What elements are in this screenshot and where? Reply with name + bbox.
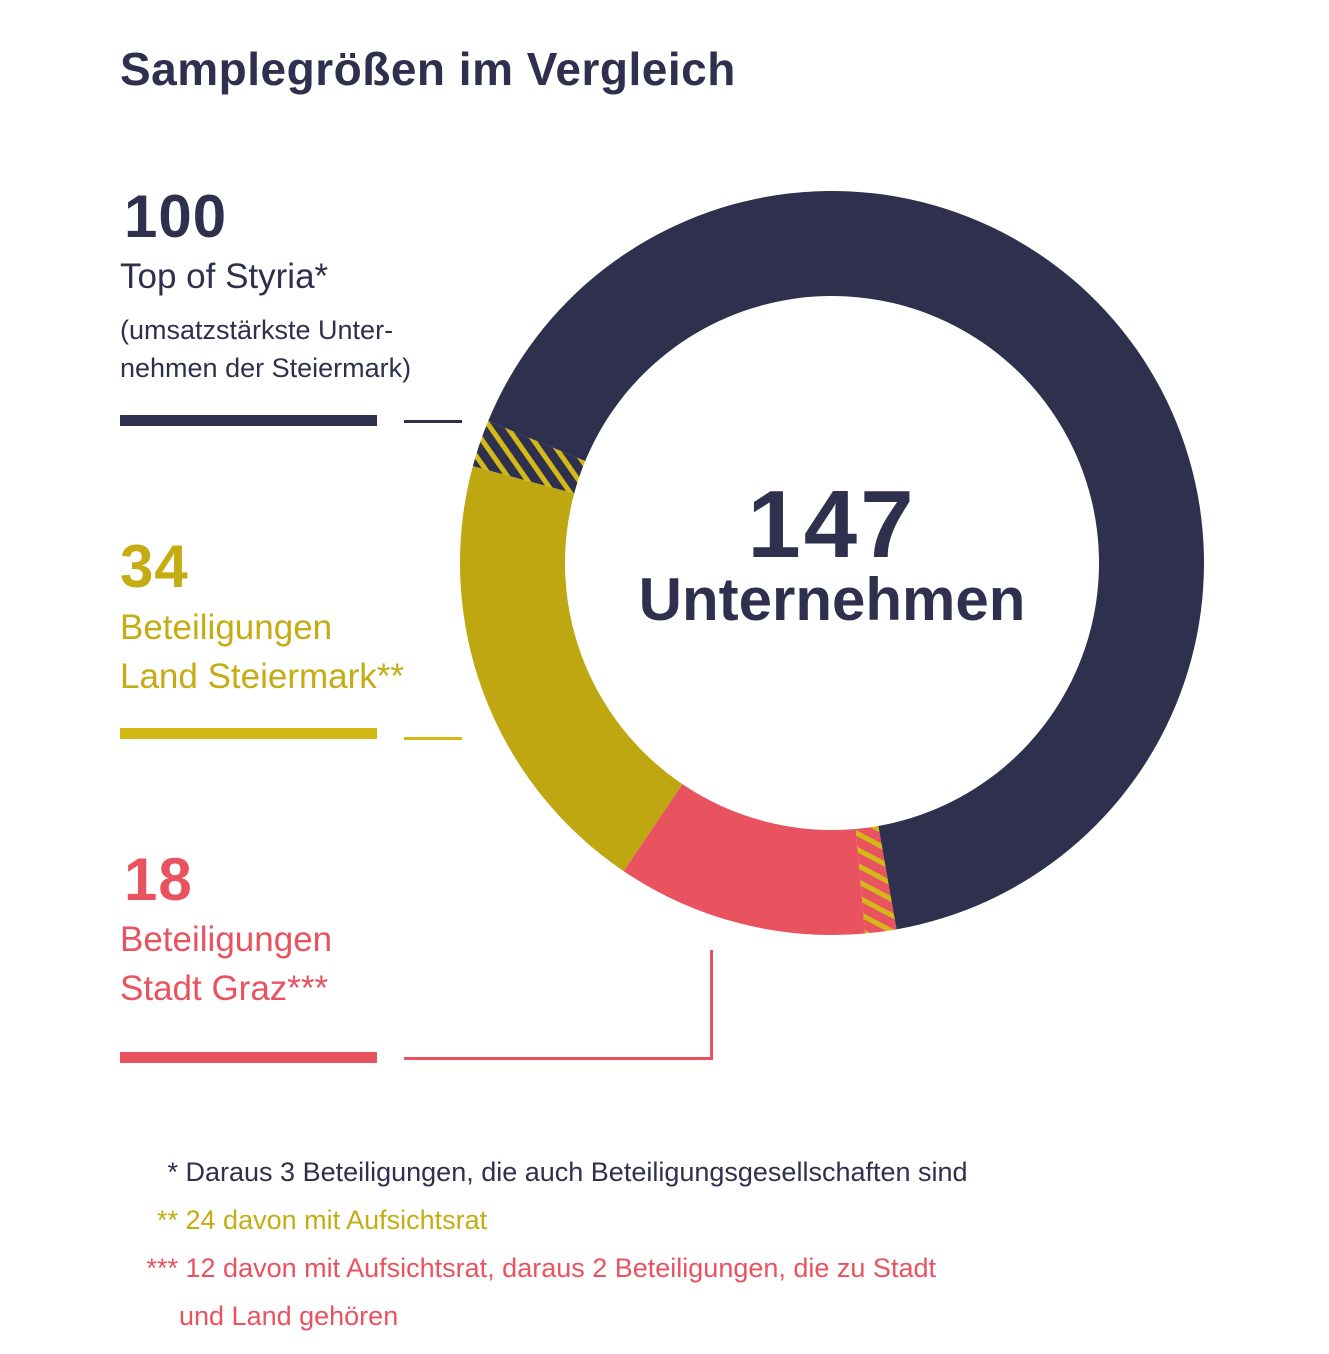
footnote-3-mark: ***: [146, 1253, 178, 1283]
land-value: 34: [120, 533, 189, 600]
footnote-1-mark: *: [167, 1157, 178, 1187]
center-label: Unternehmen: [638, 566, 1026, 633]
footnote-2: ** 24 davon mit Aufsichtsrat: [120, 1196, 487, 1244]
stadt-label-2: Stadt Graz***: [120, 969, 329, 1008]
footnote-3: *** 12 davon mit Aufsichtsrat, daraus 2 …: [120, 1244, 936, 1292]
donut-segment-stadt-land-overlap: [855, 825, 897, 934]
stadt-connector-v: [710, 950, 713, 1060]
stadt-bar: [120, 1052, 377, 1063]
footnote-1: * Daraus 3 Beteiligungen, die auch Betei…: [120, 1148, 968, 1196]
land-label-2: Land Steiermark**: [120, 657, 405, 696]
top-of-styria-sub-2: nehmen der Steiermark): [120, 353, 412, 383]
stadt-label-1: Beteiligungen: [120, 920, 333, 959]
top-of-styria-sub-1: (umsatzstärkste Unter-: [120, 315, 394, 345]
land-connector: [404, 737, 462, 740]
land-label-1: Beteiligungen: [120, 608, 333, 647]
center-total: 147: [747, 471, 917, 578]
donut-segment-stadt-graz: [623, 784, 866, 935]
stadt-connector-h: [404, 1057, 713, 1060]
donut-segment-top-of-styria: [488, 190, 1204, 930]
land-bar: [120, 728, 377, 739]
donut-segment-styria-land-overlap: [472, 420, 586, 494]
footnote-2-text: 24 davon mit Aufsichtsrat: [185, 1205, 488, 1235]
footnote-2-mark: **: [156, 1205, 178, 1235]
footnote-3-line-2: und Land gehören: [179, 1301, 399, 1331]
top-of-styria-value: 100: [124, 183, 228, 250]
footnote-3-text: 12 davon mit Aufsichtsrat, daraus 2 Bete…: [185, 1253, 936, 1283]
page-title: Samplegrößen im Vergleich: [120, 43, 736, 95]
top-of-styria-bar: [120, 415, 377, 426]
stadt-value: 18: [124, 846, 193, 913]
donut-segment-land-steiermark: [460, 466, 683, 872]
top-of-styria-label: Top of Styria*: [120, 257, 329, 296]
top-of-styria-connector: [404, 420, 462, 423]
footnote-1-text: Daraus 3 Beteiligungen, die auch Beteili…: [185, 1157, 968, 1187]
